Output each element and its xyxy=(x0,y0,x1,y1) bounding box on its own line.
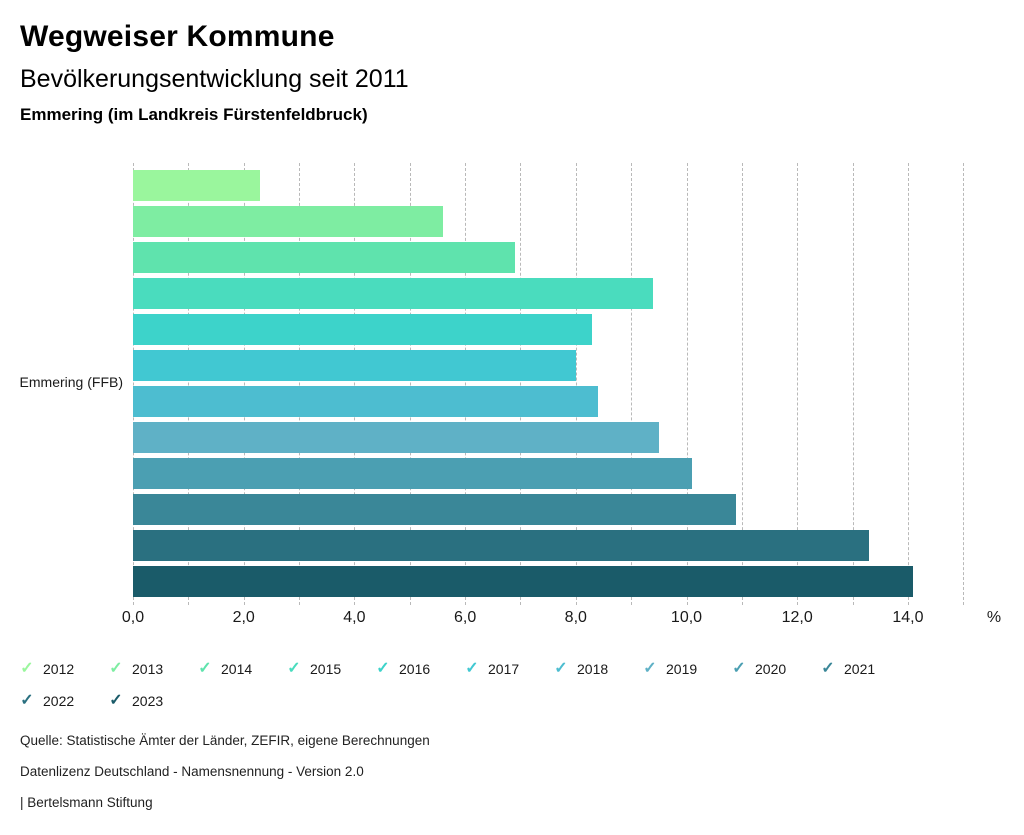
gridline xyxy=(852,163,854,605)
check-icon: ✓ xyxy=(376,660,390,677)
legend-year-label: 2018 xyxy=(577,661,609,677)
bar-2022[interactable] xyxy=(133,530,870,561)
bar-2012[interactable] xyxy=(133,170,261,201)
legend-item-2016[interactable]: ✓ 2016 xyxy=(375,659,430,679)
check-icon: ✓ xyxy=(198,660,212,677)
legend-item-2021[interactable]: ✓ 2021 xyxy=(820,659,875,679)
x-axis-unit-label: % xyxy=(986,609,1002,626)
footer-brand-line: | Bertelsmann Stiftung xyxy=(20,795,153,810)
legend-year-label: 2020 xyxy=(755,661,787,677)
gridline xyxy=(741,163,743,605)
bar-2023[interactable] xyxy=(133,566,914,597)
legend-item-2023[interactable]: ✓ 2023 xyxy=(108,691,163,711)
bar-2020[interactable] xyxy=(133,458,693,489)
x-tick-label-8,0: 8,0 xyxy=(564,609,587,626)
gridline xyxy=(299,163,301,605)
gridline xyxy=(631,163,633,605)
bar-2017[interactable] xyxy=(133,350,576,381)
legend-item-2018[interactable]: ✓ 2018 xyxy=(553,659,608,679)
legend-year-label: 2014 xyxy=(221,661,253,677)
legend-year-label: 2019 xyxy=(666,661,698,677)
legend-item-2020[interactable]: ✓ 2020 xyxy=(731,659,786,679)
check-icon: ✓ xyxy=(109,692,123,709)
check-icon: ✓ xyxy=(554,660,568,677)
check-icon: ✓ xyxy=(643,660,657,677)
legend-year-label: 2016 xyxy=(399,661,431,677)
region-title: Emmering (im Landkreis Fürstenfeldbruck) xyxy=(20,105,368,124)
check-icon: ✓ xyxy=(20,660,34,677)
page-title: Wegweiser Kommune xyxy=(20,20,335,53)
bar-2016[interactable] xyxy=(133,314,593,345)
legend-year-label: 2012 xyxy=(43,661,75,677)
gridline xyxy=(686,163,688,605)
x-tick-label-4,0: 4,0 xyxy=(343,609,366,626)
gridline xyxy=(188,163,190,605)
gridline xyxy=(575,163,577,605)
legend-item-2022[interactable]: ✓ 2022 xyxy=(19,691,74,711)
legend-year-label: 2013 xyxy=(132,661,164,677)
bar-2019[interactable] xyxy=(133,422,659,453)
legend-year-label: 2022 xyxy=(43,693,75,709)
check-icon: ✓ xyxy=(732,660,746,677)
chart-title: Bevölkerungsentwicklung seit 2011 xyxy=(20,65,409,93)
legend-item-2014[interactable]: ✓ 2014 xyxy=(197,659,252,679)
check-icon: ✓ xyxy=(465,660,479,677)
gridline xyxy=(354,163,356,605)
gridline xyxy=(465,163,467,605)
gridline xyxy=(907,163,909,605)
x-tick-label-6,0: 6,0 xyxy=(453,609,477,626)
legend-item-2012[interactable]: ✓ 2012 xyxy=(19,659,74,679)
legend-year-label: 2023 xyxy=(132,693,164,709)
bar-2018[interactable] xyxy=(133,386,598,417)
y-axis-group-label: Emmering (FFB) xyxy=(19,374,123,390)
gridline xyxy=(520,163,522,605)
gridline xyxy=(243,163,245,605)
gridline xyxy=(963,163,965,605)
bar-2013[interactable] xyxy=(133,206,443,237)
legend-year-label: 2021 xyxy=(844,661,876,677)
x-tick-label-2,0: 2,0 xyxy=(232,609,255,626)
x-tick-label-0,0: 0,0 xyxy=(121,609,145,626)
bar-2015[interactable] xyxy=(133,278,654,309)
check-icon: ✓ xyxy=(287,660,301,677)
x-tick-label-12,0: 12,0 xyxy=(781,609,813,626)
legend-year-label: 2015 xyxy=(310,661,342,677)
gridline xyxy=(409,163,411,605)
bar-2021[interactable] xyxy=(133,494,737,525)
gridline xyxy=(133,163,134,605)
legend-year-label: 2017 xyxy=(488,661,520,677)
footer-license-line: Datenlizenz Deutschland - Namensnennung … xyxy=(20,764,364,779)
legend-item-2015[interactable]: ✓ 2015 xyxy=(286,659,341,679)
bar-2014[interactable] xyxy=(133,242,515,273)
legend-item-2013[interactable]: ✓ 2013 xyxy=(108,659,163,679)
gridline xyxy=(797,163,799,605)
check-icon: ✓ xyxy=(109,660,123,677)
check-icon: ✓ xyxy=(821,660,835,677)
legend-item-2019[interactable]: ✓ 2019 xyxy=(642,659,697,679)
x-tick-label-10,0: 10,0 xyxy=(670,609,703,626)
x-tick-label-14,0: 14,0 xyxy=(892,609,924,626)
footer-source-line: Quelle: Statistische Ämter der Länder, Z… xyxy=(20,733,430,748)
legend-item-2017[interactable]: ✓ 2017 xyxy=(464,659,519,679)
check-icon: ✓ xyxy=(20,692,34,709)
